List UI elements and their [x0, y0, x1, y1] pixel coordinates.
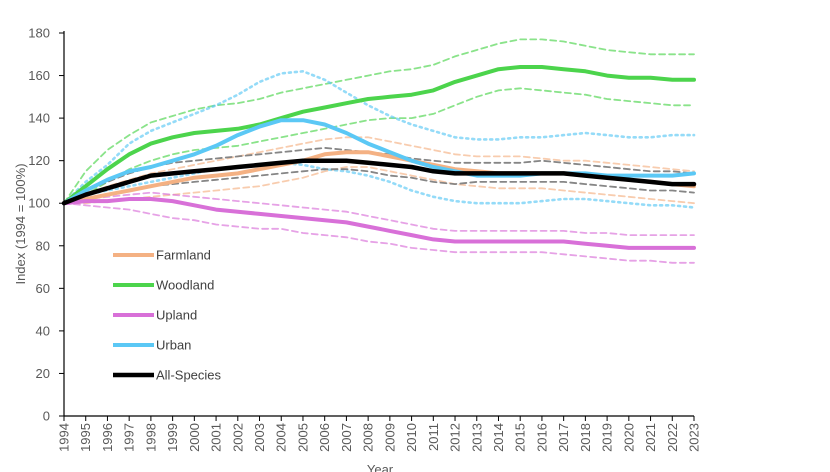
x-tick-label: 1996 [100, 423, 115, 452]
woodland-upper-ci-line [63, 38, 695, 205]
x-tick-label: 1997 [122, 423, 137, 452]
x-tick-label: 2005 [296, 423, 311, 452]
x-tick-label: 2002 [230, 423, 245, 452]
x-axis-title: Year [367, 462, 394, 472]
x-tick-label: 1998 [143, 423, 158, 452]
legend-item-all-species: All-Species [113, 368, 222, 383]
farmland-upper-ci-line [63, 136, 695, 205]
all-species-series-line [61, 158, 697, 206]
urban-upper-ci-line [62, 69, 696, 205]
y-tick-label: 40 [36, 323, 50, 338]
x-tick-label: 2018 [578, 423, 593, 452]
x-tick-label: 1994 [57, 423, 72, 452]
woodland-series-line [62, 65, 696, 206]
legend-label: Farmland [156, 248, 211, 263]
x-tick-label: 2013 [469, 423, 484, 452]
x-tick-label: 2016 [534, 423, 549, 452]
legend-label: Urban [156, 338, 191, 353]
legend-item-farmland: Farmland [113, 248, 211, 263]
x-tick-label: 2006 [317, 423, 332, 452]
legend-item-upland: Upland [113, 308, 197, 323]
x-tick-label: 2007 [339, 423, 354, 452]
legend-label: Upland [156, 308, 197, 323]
x-tick-label: 2011 [426, 423, 441, 451]
y-tick-label: 100 [28, 196, 50, 211]
x-tick-label: 2017 [556, 423, 571, 452]
y-axis-title: Index (1994 = 100%) [13, 163, 28, 284]
y-tick-label: 120 [28, 153, 50, 168]
legend-item-woodland: Woodland [113, 278, 214, 293]
x-tick-label: 2010 [404, 423, 419, 452]
upland-series-line [62, 197, 696, 250]
x-tick-label: 2009 [382, 423, 397, 452]
x-tick-label: 2012 [448, 423, 463, 452]
x-tick-label: 1995 [78, 423, 93, 452]
series-lines [61, 65, 697, 250]
x-tick-label: 2019 [600, 423, 615, 452]
urban-lower-ci-line [62, 161, 696, 209]
y-tick-label: 140 [28, 111, 50, 126]
woodland-lower-ci-line [63, 87, 695, 205]
x-tick-label: 2001 [209, 423, 224, 452]
y-tick-label: 60 [36, 281, 50, 296]
x-tick-label: 2023 [687, 423, 702, 452]
upland-lower-ci-line [63, 202, 695, 264]
y-tick-label: 20 [36, 366, 50, 381]
x-tick-label: 1999 [165, 423, 180, 452]
x-tick-label: 2022 [665, 423, 680, 452]
y-tick-label: 80 [36, 238, 50, 253]
legend-item-urban: Urban [113, 338, 191, 353]
upland-upper-ci-line [63, 191, 695, 237]
x-tick-label: 2000 [187, 423, 202, 452]
x-tick-label: 2003 [252, 423, 267, 452]
x-tick-label: 2004 [274, 423, 289, 452]
y-tick-label: 180 [28, 26, 50, 41]
x-tick-label: 2015 [513, 423, 528, 452]
axes: 0 20 40 60 80 100 120 140 160 180 1994 1995 1996 1997… [28, 26, 701, 452]
y-tick-label: 160 [28, 68, 50, 83]
y-tick-label: 0 [43, 409, 50, 424]
legend: Farmland Woodland Upland Urban All-Species [113, 248, 222, 383]
legend-label: All-Species [156, 368, 222, 383]
x-tick-label: 2008 [361, 423, 376, 452]
x-tick-label: 2014 [491, 423, 506, 452]
x-tick-label: 2020 [621, 423, 636, 452]
legend-label: Woodland [156, 278, 214, 293]
x-tick-label: 2021 [643, 423, 658, 452]
